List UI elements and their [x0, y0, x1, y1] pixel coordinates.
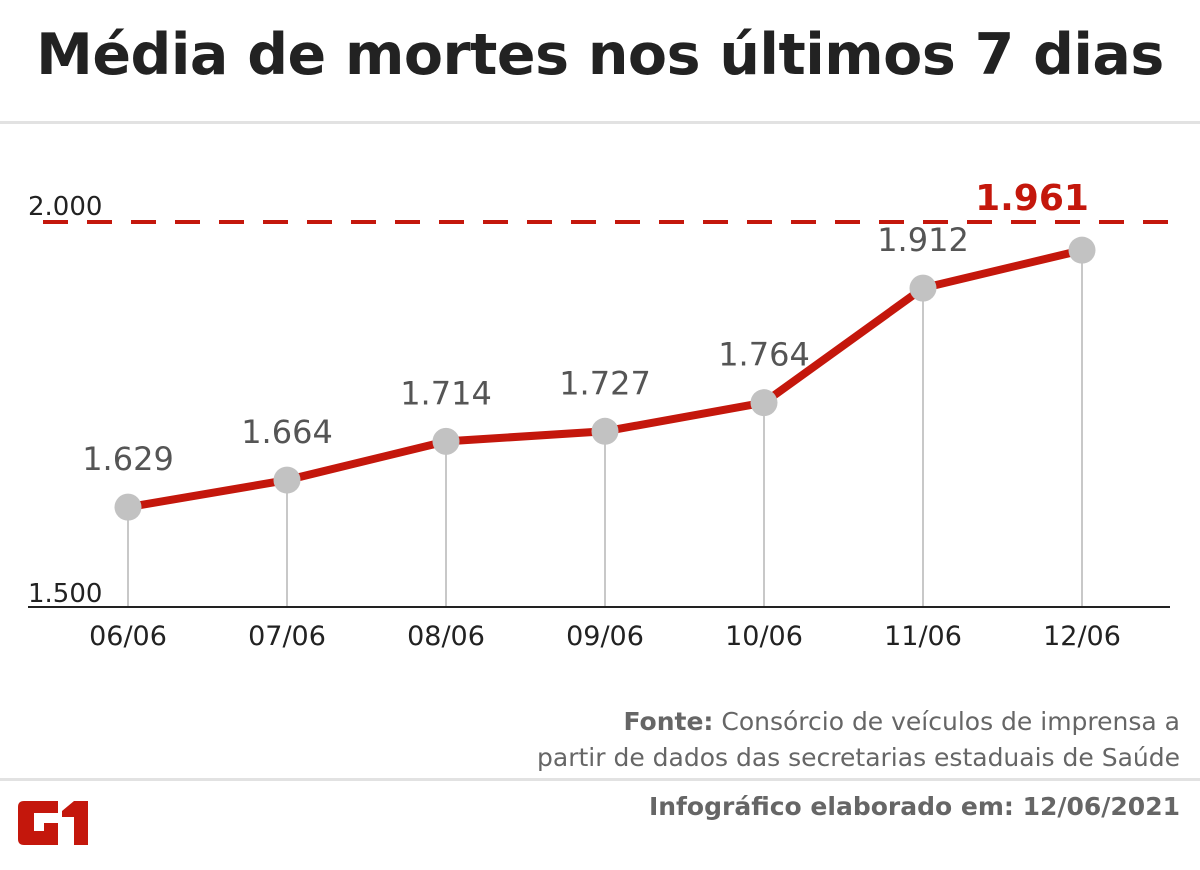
data-label-highlight: 1.961	[975, 178, 1089, 219]
y-tick-label: 1.500	[28, 579, 102, 609]
source-prefix: Fonte:	[623, 707, 714, 736]
data-point	[273, 466, 301, 494]
data-label: 1.664	[241, 413, 333, 451]
x-tick-label: 11/06	[884, 621, 962, 652]
x-tick-label: 08/06	[407, 621, 485, 652]
top-divider	[0, 121, 1200, 124]
data-label: 1.912	[877, 221, 969, 259]
x-tick-label: 09/06	[566, 621, 644, 652]
data-point	[432, 427, 460, 455]
data-label: 1.764	[718, 336, 810, 374]
source-note: Fonte: Consórcio de veículos de imprensa…	[537, 704, 1180, 776]
data-point	[909, 274, 937, 302]
data-point	[114, 493, 142, 521]
chart-title: Média de mortes nos últimos 7 dias	[36, 22, 1164, 88]
g1-logo	[18, 801, 88, 845]
x-tick-label: 07/06	[248, 621, 326, 652]
data-point	[750, 389, 778, 417]
data-label: 1.714	[400, 374, 492, 412]
data-point	[1068, 236, 1096, 264]
source-line1: Consórcio de veículos de imprensa a	[721, 707, 1180, 736]
y-tick-label: 2.000	[28, 192, 102, 222]
data-label: 1.727	[559, 364, 651, 402]
x-tick-label: 10/06	[725, 621, 803, 652]
x-tick-label: 12/06	[1043, 621, 1121, 652]
line-chart: 1.500 2.000 1.629 06/06 1.664 07/06 1.714 08/06…	[28, 178, 1170, 652]
data-label: 1.629	[82, 440, 174, 478]
x-tick-label: 06/06	[89, 621, 167, 652]
source-line2: partir de dados das secretarias estaduai…	[537, 743, 1180, 772]
bottom-divider	[0, 778, 1200, 781]
footer-date: Infográfico elaborado em: 12/06/2021	[648, 792, 1180, 821]
data-point	[591, 417, 619, 445]
